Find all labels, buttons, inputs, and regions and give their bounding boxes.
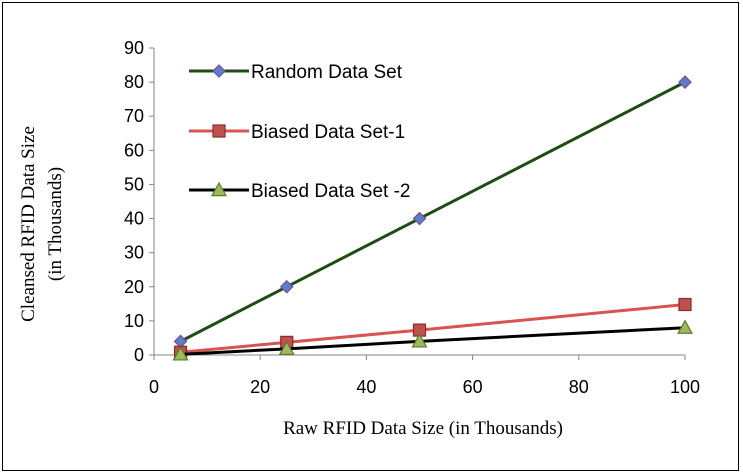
y-axis-title-line-1: Cleansed RFID Data Size — [18, 126, 39, 322]
x-tick-labels: 0 20 40 60 80 100 — [149, 377, 700, 397]
y-tick-label: 50 — [124, 174, 144, 194]
y-tick-label: 90 — [124, 38, 144, 58]
y-tick-label: 80 — [124, 72, 144, 92]
y-axis-title-line-2: (in Thousands) — [45, 167, 66, 281]
series-line — [180, 326, 686, 356]
y-tick-labels: 0 10 20 30 40 50 60 70 80 90 — [124, 38, 144, 365]
line-chart: 0 20 40 60 80 100 0 10 20 30 40 50 60 70 80 90 Random … — [18, 38, 700, 439]
series-line — [180, 303, 686, 354]
data-point — [278, 340, 295, 356]
legend-marker — [212, 64, 226, 78]
y-tick-label: 0 — [134, 345, 144, 365]
data-point — [412, 211, 427, 226]
y-tick-label: 30 — [124, 243, 144, 263]
x-tick-label: 80 — [569, 377, 589, 397]
data-point — [678, 297, 692, 312]
x-tick-label: 100 — [670, 377, 700, 397]
legend-label: Biased Data Set -2 — [251, 181, 410, 202]
y-tick-label: 10 — [124, 311, 144, 331]
series-line — [179, 80, 686, 343]
data-point — [411, 333, 428, 348]
series-3 — [172, 319, 694, 361]
axes — [149, 47, 686, 360]
legend-label: Random Data Set — [251, 62, 403, 83]
series-1 — [173, 75, 692, 349]
legend-marker — [210, 181, 228, 197]
x-tick-label: 20 — [250, 377, 270, 397]
y-tick-label: 70 — [124, 106, 144, 126]
y-tick-label: 40 — [124, 209, 144, 229]
data-point — [173, 334, 188, 349]
x-tick-label: 0 — [149, 377, 159, 397]
legend-item: Biased Data Set -2 — [189, 181, 410, 202]
x-axis-title: Raw RFID Data Size (in Thousands) — [283, 418, 563, 439]
data-point — [172, 346, 189, 361]
legend-item: Random Data Set — [189, 62, 403, 83]
data-point — [279, 279, 294, 294]
data-point — [676, 319, 694, 334]
legend-item: Biased Data Set-1 — [189, 122, 405, 143]
y-tick-label: 60 — [124, 140, 144, 160]
x-tick-label: 40 — [356, 377, 376, 397]
series-group — [172, 75, 694, 361]
data-point — [678, 75, 692, 89]
legend-marker — [212, 124, 226, 138]
x-tick-label: 60 — [463, 377, 483, 397]
y-tick-label: 20 — [124, 277, 144, 297]
legend: Random Data Set Biased Data Set-1 Biased D… — [189, 62, 410, 202]
legend-label: Biased Data Set-1 — [251, 122, 405, 143]
